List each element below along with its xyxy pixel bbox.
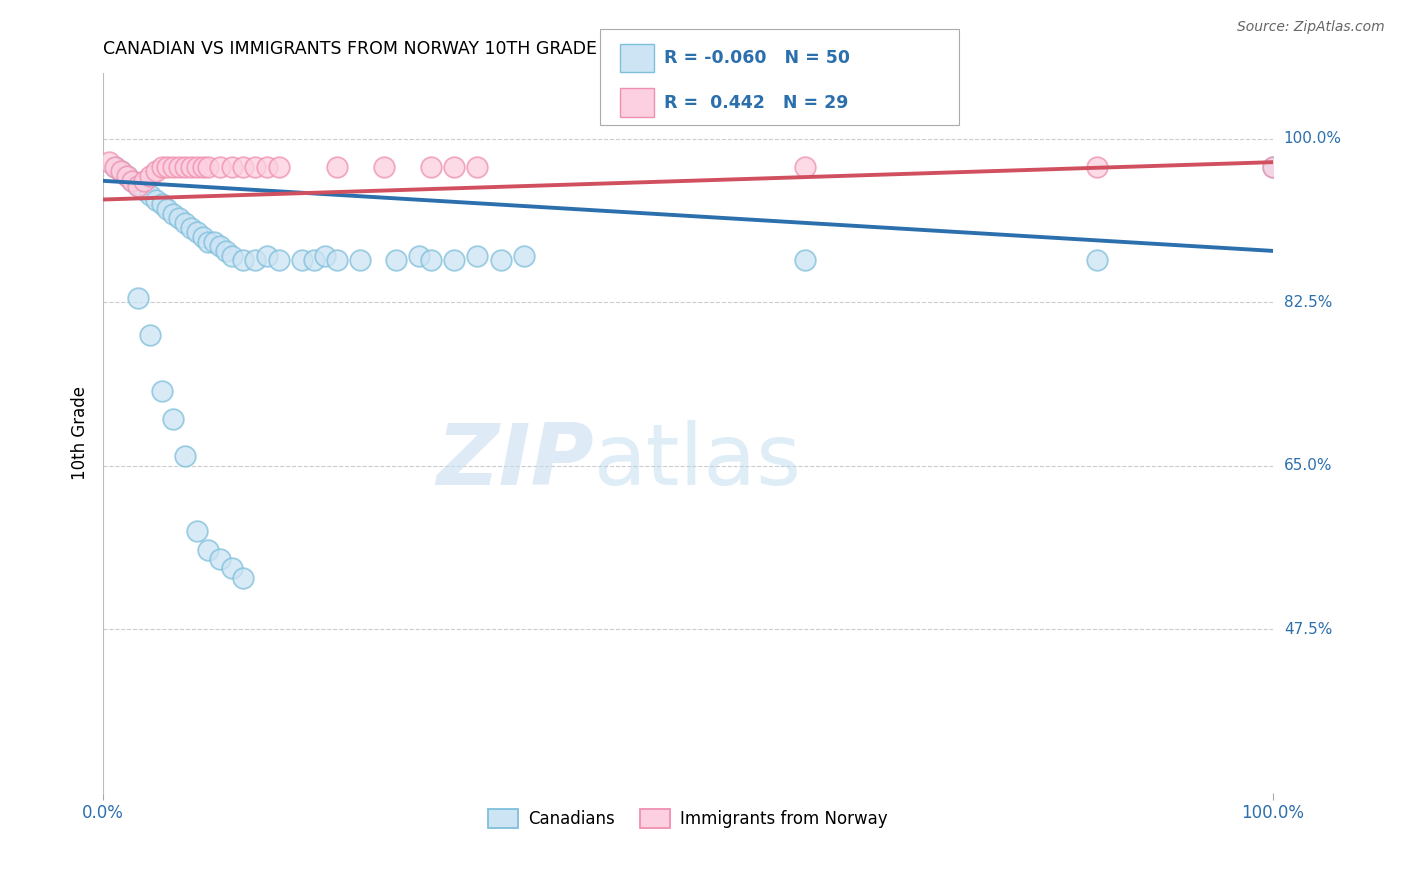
Point — [243, 253, 266, 268]
Point — [186, 524, 208, 538]
Point — [139, 169, 162, 183]
Point — [1261, 160, 1284, 174]
Text: 82.5%: 82.5% — [1284, 294, 1331, 310]
Point — [186, 225, 208, 239]
Point — [121, 174, 143, 188]
Point — [197, 160, 219, 174]
Point — [243, 160, 266, 174]
Point — [349, 253, 371, 268]
Text: 65.0%: 65.0% — [1284, 458, 1333, 474]
Point — [232, 571, 254, 585]
Point — [156, 160, 179, 174]
Point — [419, 253, 441, 268]
Point — [127, 178, 149, 193]
Point — [256, 160, 278, 174]
Point — [314, 249, 336, 263]
Point — [132, 174, 155, 188]
Point — [291, 253, 314, 268]
Point — [215, 244, 238, 258]
Text: 47.5%: 47.5% — [1284, 622, 1331, 637]
Point — [174, 160, 197, 174]
Point — [267, 253, 290, 268]
Point — [180, 220, 202, 235]
Point — [326, 253, 349, 268]
Point — [150, 197, 173, 211]
Point — [793, 253, 815, 268]
Point — [174, 450, 197, 464]
Point — [145, 164, 167, 178]
Text: ZIP: ZIP — [437, 420, 595, 503]
Text: CANADIAN VS IMMIGRANTS FROM NORWAY 10TH GRADE CORRELATION CHART: CANADIAN VS IMMIGRANTS FROM NORWAY 10TH … — [103, 40, 792, 58]
Point — [221, 249, 243, 263]
Point — [443, 160, 465, 174]
Point — [186, 160, 208, 174]
Text: atlas: atlas — [595, 420, 803, 503]
Point — [467, 160, 489, 174]
Point — [174, 216, 197, 230]
Point — [139, 187, 162, 202]
Point — [221, 561, 243, 575]
Text: Source: ZipAtlas.com: Source: ZipAtlas.com — [1237, 20, 1385, 34]
Point — [115, 169, 138, 183]
Point — [384, 253, 406, 268]
Point — [1085, 253, 1108, 268]
Text: R = -0.060   N = 50: R = -0.060 N = 50 — [664, 49, 849, 67]
Point — [202, 235, 225, 249]
Point — [150, 160, 173, 174]
Point — [793, 160, 815, 174]
Text: 100.0%: 100.0% — [1284, 131, 1341, 146]
Point — [191, 230, 214, 244]
Point — [489, 253, 512, 268]
Point — [209, 160, 232, 174]
Point — [162, 412, 184, 426]
Legend: Canadians, Immigrants from Norway: Canadians, Immigrants from Norway — [481, 803, 894, 835]
Point — [232, 160, 254, 174]
Point — [167, 160, 190, 174]
Point — [232, 253, 254, 268]
Point — [197, 235, 219, 249]
Point — [180, 160, 202, 174]
Point — [326, 160, 349, 174]
Point — [156, 202, 179, 216]
Point — [121, 174, 143, 188]
Text: R =  0.442   N = 29: R = 0.442 N = 29 — [664, 94, 848, 112]
Point — [191, 160, 214, 174]
Point — [162, 206, 184, 220]
Point — [408, 249, 430, 263]
Point — [267, 160, 290, 174]
Point — [110, 164, 132, 178]
Point — [104, 160, 127, 174]
Point — [132, 183, 155, 197]
Point — [513, 249, 536, 263]
Point — [256, 249, 278, 263]
Point — [443, 253, 465, 268]
Point — [167, 211, 190, 226]
Point — [221, 160, 243, 174]
Point — [150, 384, 173, 398]
Point — [139, 328, 162, 343]
Point — [209, 552, 232, 566]
Point — [467, 249, 489, 263]
Point — [127, 291, 149, 305]
Point — [1261, 160, 1284, 174]
Point — [162, 160, 184, 174]
Point — [1085, 160, 1108, 174]
Point — [98, 155, 121, 169]
Point — [104, 160, 127, 174]
Point — [197, 542, 219, 557]
Point — [373, 160, 395, 174]
Point — [419, 160, 441, 174]
Point — [145, 193, 167, 207]
Point — [209, 239, 232, 253]
Point — [110, 164, 132, 178]
Point — [302, 253, 325, 268]
Y-axis label: 10th Grade: 10th Grade — [72, 386, 89, 480]
Point — [115, 169, 138, 183]
Point — [127, 178, 149, 193]
